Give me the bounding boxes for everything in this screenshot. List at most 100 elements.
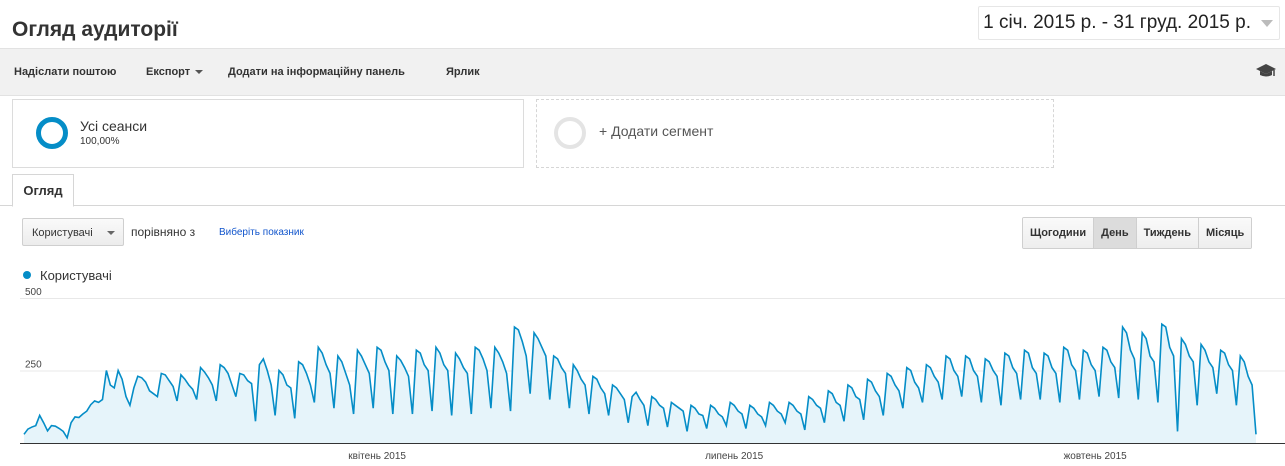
- data-point: [1157, 402, 1159, 404]
- data-point: [321, 352, 323, 354]
- data-point: [1094, 370, 1096, 372]
- data-point: [890, 376, 892, 378]
- data-point: [804, 429, 806, 431]
- data-point: [1204, 349, 1206, 351]
- data-point: [1212, 367, 1214, 369]
- choose-metric-link[interactable]: Виберіть показник: [219, 227, 304, 238]
- date-range-picker[interactable]: 1 січ. 2015 р. - 31 груд. 2015 р.: [978, 6, 1280, 40]
- email-button[interactable]: Надіслати поштою: [14, 66, 116, 78]
- data-point: [161, 373, 163, 375]
- data-point: [651, 396, 653, 398]
- data-point: [274, 415, 276, 417]
- data-point: [243, 374, 245, 376]
- data-point: [718, 413, 720, 415]
- data-point: [1102, 347, 1104, 349]
- graduation-cap-icon[interactable]: [1255, 62, 1277, 85]
- period-month-button[interactable]: Місяць: [1198, 218, 1252, 248]
- tab-divider: [0, 205, 1285, 206]
- data-point: [447, 370, 449, 372]
- data-point: [239, 373, 241, 375]
- data-point: [1165, 326, 1167, 328]
- data-point: [490, 407, 492, 409]
- data-point: [1161, 323, 1163, 325]
- data-point: [506, 373, 508, 375]
- chevron-down-icon: [107, 231, 115, 235]
- metric-select[interactable]: Користувачі: [22, 218, 124, 246]
- data-point: [549, 399, 551, 401]
- export-button[interactable]: Експорт: [146, 66, 204, 78]
- data-point: [573, 364, 575, 366]
- data-point: [1118, 397, 1120, 399]
- data-point: [74, 416, 76, 418]
- add-to-dashboard-button[interactable]: Додати на інформаційну панель: [228, 66, 405, 78]
- data-point: [1141, 332, 1143, 334]
- data-point: [533, 332, 535, 334]
- data-point: [1012, 367, 1014, 369]
- data-point: [565, 373, 567, 375]
- data-point: [153, 393, 155, 395]
- tab-overview[interactable]: Огляд: [12, 174, 74, 207]
- data-point: [310, 384, 312, 386]
- data-point: [808, 396, 810, 398]
- data-point: [1224, 352, 1226, 354]
- data-point: [494, 347, 496, 349]
- data-point: [337, 355, 339, 357]
- data-point: [886, 373, 888, 375]
- data-point: [439, 352, 441, 354]
- data-point: [1122, 326, 1124, 328]
- data-point: [714, 407, 716, 409]
- data-point: [780, 413, 782, 415]
- data-point: [219, 364, 221, 366]
- data-point: [510, 410, 512, 412]
- data-point: [278, 370, 280, 372]
- data-point: [443, 364, 445, 366]
- chevron-down-icon: [1261, 20, 1273, 27]
- period-week-button[interactable]: Тиждень: [1136, 218, 1199, 248]
- data-point: [596, 378, 598, 380]
- data-point: [647, 425, 649, 427]
- data-point: [788, 402, 790, 404]
- data-point: [933, 376, 935, 378]
- add-segment-button[interactable]: + Додати сегмент: [536, 99, 1054, 168]
- data-point: [419, 352, 421, 354]
- data-point: [200, 367, 202, 369]
- data-point: [882, 415, 884, 417]
- add-to-dashboard-label: Додати на інформаційну панель: [228, 66, 405, 78]
- data-point: [43, 422, 45, 424]
- data-point: [294, 418, 296, 420]
- data-point: [871, 381, 873, 383]
- data-point: [816, 405, 818, 407]
- period-hourly-button[interactable]: Щогодини: [1023, 218, 1095, 248]
- data-point: [1149, 355, 1151, 357]
- data-point: [765, 425, 767, 427]
- data-point: [208, 377, 210, 379]
- email-label: Надіслати поштою: [14, 66, 117, 78]
- data-point: [317, 347, 319, 349]
- data-point: [698, 413, 700, 415]
- data-point: [537, 338, 539, 340]
- compare-label: порівняно з: [131, 225, 196, 239]
- data-point: [157, 396, 159, 398]
- data-point: [247, 380, 249, 382]
- empty-segment-ring-icon: [554, 117, 586, 149]
- segment-all-sessions[interactable]: Усі сеанси 100,00%: [12, 99, 524, 168]
- data-point: [1004, 352, 1006, 354]
- data-point: [372, 407, 374, 409]
- shortcut-button[interactable]: Ярлик: [446, 66, 480, 78]
- data-point: [875, 390, 877, 392]
- data-point: [1028, 352, 1030, 354]
- add-segment-label: + Додати сегмент: [599, 123, 714, 139]
- period-day-button[interactable]: День: [1094, 218, 1137, 248]
- data-point: [1145, 338, 1147, 340]
- segment-percent: 100,00%: [80, 136, 120, 147]
- data-point: [945, 355, 947, 357]
- data-point: [525, 355, 527, 357]
- data-point: [694, 407, 696, 409]
- data-point: [23, 434, 25, 436]
- page-title: Огляд аудиторії: [12, 18, 178, 41]
- data-point: [1071, 364, 1073, 366]
- data-point: [1051, 367, 1053, 369]
- data-point: [141, 377, 143, 379]
- data-point: [569, 407, 571, 409]
- data-point: [353, 413, 355, 415]
